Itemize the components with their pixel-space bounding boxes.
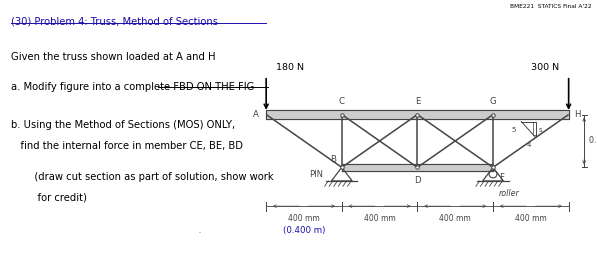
Text: G: G (490, 97, 496, 106)
Text: for credit): for credit) (24, 193, 87, 203)
Text: b. Using the Method of Sections (MOS) ONLY,: b. Using the Method of Sections (MOS) ON… (11, 120, 235, 131)
Text: 4: 4 (527, 142, 531, 148)
Text: 300 N: 300 N (531, 63, 559, 72)
Polygon shape (266, 110, 568, 119)
Text: ·: · (198, 227, 202, 240)
Text: C: C (338, 97, 345, 106)
Text: roller: roller (498, 189, 519, 198)
Text: PIN: PIN (309, 170, 323, 179)
Text: 0.300 m: 0.300 m (589, 136, 597, 146)
Polygon shape (341, 164, 493, 171)
Text: (30) Problem 4: Truss, Method of Sections: (30) Problem 4: Truss, Method of Section… (11, 17, 218, 27)
Text: s: s (538, 126, 542, 133)
Text: H: H (574, 110, 581, 119)
Text: A: A (253, 110, 259, 119)
Text: 400 mm: 400 mm (439, 214, 471, 223)
Text: 400 mm: 400 mm (364, 214, 395, 223)
Text: Given the truss shown loaded at A and H: Given the truss shown loaded at A and H (11, 52, 216, 62)
Text: D: D (414, 176, 421, 185)
Text: 5: 5 (512, 126, 516, 133)
Text: 400 mm: 400 mm (288, 214, 320, 223)
Text: (0.400 m): (0.400 m) (283, 226, 325, 234)
Text: B: B (330, 155, 336, 164)
Text: find the internal force in member CE, BE, BD: find the internal force in member CE, BE… (11, 141, 243, 151)
Text: 400 mm: 400 mm (515, 214, 547, 223)
Text: F: F (498, 173, 504, 182)
Text: BME221  STATICS Final A'22: BME221 STATICS Final A'22 (510, 4, 591, 9)
Text: a. Modify figure into a complete FBD ON THE FIG: a. Modify figure into a complete FBD ON … (11, 82, 254, 92)
Text: E: E (415, 97, 420, 106)
Text: (draw cut section as part of solution, show work: (draw cut section as part of solution, s… (24, 172, 273, 182)
Text: 180 N: 180 N (276, 63, 304, 72)
